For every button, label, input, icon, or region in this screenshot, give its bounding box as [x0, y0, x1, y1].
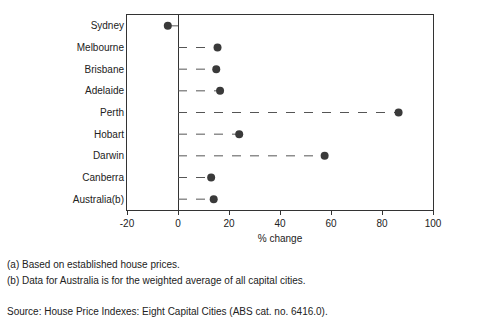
svg-text:Hobart: Hobart — [94, 129, 124, 140]
svg-text:0: 0 — [175, 218, 181, 229]
svg-text:100: 100 — [425, 218, 442, 229]
svg-text:40: 40 — [274, 218, 286, 229]
svg-text:-20: -20 — [120, 218, 135, 229]
svg-text:60: 60 — [325, 218, 337, 229]
svg-text:Canberra: Canberra — [82, 172, 124, 183]
svg-text:Sydney: Sydney — [91, 20, 124, 31]
svg-text:Darwin: Darwin — [93, 150, 124, 161]
svg-text:Source: House Price Indexes: E: Source: House Price Indexes: Eight Capit… — [7, 306, 328, 317]
svg-text:80: 80 — [376, 218, 388, 229]
svg-text:Australia(b): Australia(b) — [73, 194, 124, 205]
svg-text:Melbourne: Melbourne — [77, 42, 125, 53]
svg-text:Brisbane: Brisbane — [85, 64, 125, 75]
svg-text:(a) Based on established house: (a) Based on established house prices. — [7, 259, 180, 270]
svg-text:20: 20 — [223, 218, 235, 229]
svg-text:% change: % change — [258, 233, 303, 244]
svg-text:(b) Data for Australia is for: (b) Data for Australia is for the weight… — [7, 275, 305, 286]
svg-text:Adelaide: Adelaide — [85, 85, 124, 96]
svg-text:Perth: Perth — [100, 107, 124, 118]
